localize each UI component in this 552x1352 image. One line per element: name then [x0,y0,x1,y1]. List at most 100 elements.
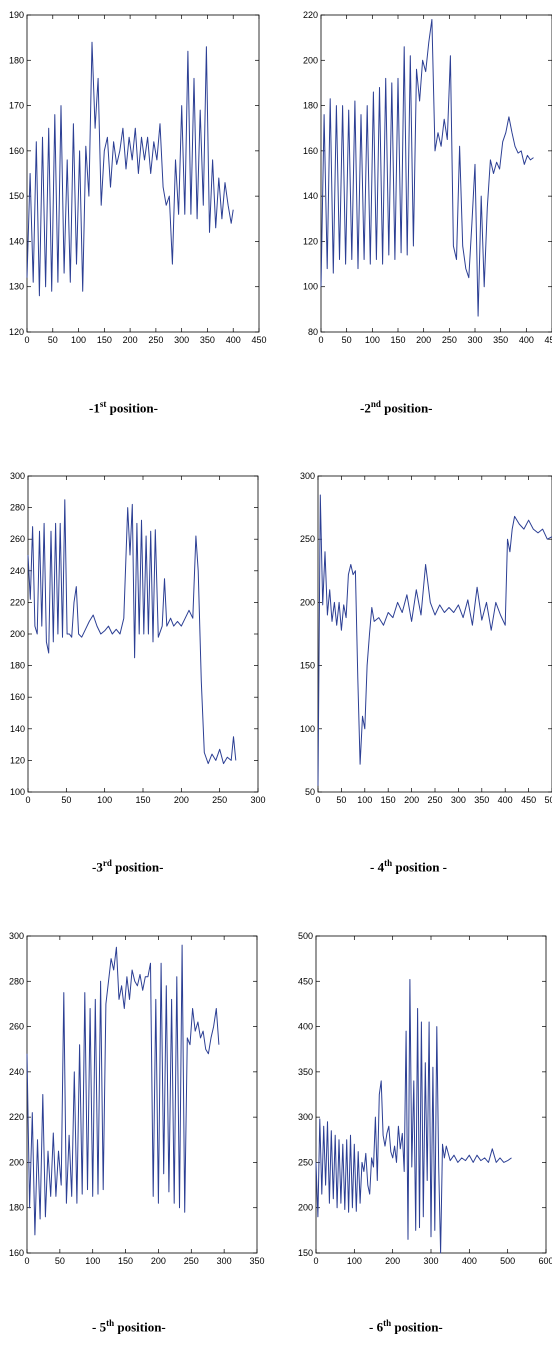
y-tick-label: 200 [298,1203,313,1213]
y-tick-label: 160 [9,146,24,156]
x-tick-label: 100 [357,795,372,805]
x-tick-label: 0 [318,335,323,345]
y-tick-label: 220 [10,597,25,607]
series-line [27,499,237,765]
x-tick-label: 150 [381,795,396,805]
y-tick-label: 180 [9,55,24,65]
y-tick-label: 350 [298,1067,313,1077]
chart-panel-2: 0 50 100 150 200 250 300 350 400 450 80 100 120 140 16… [303,10,552,345]
chart-panel-3: 0 50 100 150 200 250 300 100 120 140 160 180 200 220 2… [10,471,266,805]
x-tick-label: 100 [365,335,380,345]
y-tick-label: 280 [9,976,24,986]
caption-position-4: - 4th position - [370,858,448,875]
y-tick-label: 250 [298,1157,313,1167]
plot-frame [320,14,552,333]
caption-position-6: - 6th position- [369,1318,443,1335]
series-line [26,944,220,1236]
y-tick-label: 220 [9,1112,24,1122]
y-tick-label: 180 [9,1203,24,1213]
series-line [26,41,234,297]
chart-panel-6: 0 100 200 300 400 500 600 150 200 250 300 350 400 450… [298,931,552,1266]
x-tick-label: 350 [200,335,215,345]
x-tick-label: 100 [85,1256,100,1266]
x-tick-label: 50 [48,335,58,345]
x-tick-label: 150 [118,1256,133,1266]
plot-frame [26,935,258,1254]
x-tick-label: 200 [416,335,431,345]
y-tick-label: 50 [305,787,315,797]
y-tick-label: 160 [303,146,318,156]
y-tick-label: 140 [9,236,24,246]
x-tick-label: 150 [97,335,112,345]
series-line [315,979,512,1254]
y-tick-label: 200 [303,55,318,65]
x-tick-label: 400 [462,1256,477,1266]
x-tick-label: 450 [521,795,536,805]
x-tick-label: 50 [55,1256,65,1266]
y-tick-label: 150 [298,1248,313,1258]
y-tick-label: 260 [10,534,25,544]
x-tick-label: 350 [474,795,489,805]
y-tick-label: 80 [308,327,318,337]
x-tick-label: 500 [544,795,552,805]
y-tick-label: 280 [10,503,25,513]
x-tick-label: 300 [423,1256,438,1266]
y-tick-label: 170 [9,101,24,111]
x-tick-label: 350 [249,1256,264,1266]
y-tick-label: 250 [300,534,315,544]
x-tick-label: 250 [184,1256,199,1266]
x-tick-label: 300 [217,1256,232,1266]
x-tick-label: 250 [148,335,163,345]
x-tick-label: 50 [336,795,346,805]
x-tick-label: 400 [226,335,241,345]
x-tick-label: 600 [538,1256,552,1266]
y-tick-label: 260 [9,1022,24,1032]
plot-frame [317,475,552,793]
x-tick-label: 300 [451,795,466,805]
x-tick-label: 200 [404,795,419,805]
x-tick-label: 150 [390,335,405,345]
x-tick-label: 400 [498,795,513,805]
y-tick-label: 160 [10,692,25,702]
x-tick-label: 50 [61,795,71,805]
y-tick-label: 300 [300,471,315,481]
x-tick-label: 250 [427,795,442,805]
chart-panel-1: 0 50 100 150 200 250 300 350 400 450 120 130 140 150 1… [9,10,267,345]
y-tick-label: 120 [10,755,25,765]
x-tick-label: 150 [135,795,150,805]
caption-position-2: -2nd position- [360,399,433,416]
x-tick-label: 350 [493,335,508,345]
chart-panel-5: 0 50 100 150 200 250 300 350 160 180 200 220 240 260 2… [9,931,265,1266]
y-tick-label: 150 [9,191,24,201]
x-tick-label: 500 [500,1256,515,1266]
caption-position-5: - 5th position- [92,1318,166,1335]
y-tick-label: 240 [10,566,25,576]
x-tick-label: 200 [174,795,189,805]
x-tick-label: 0 [25,795,30,805]
y-tick-label: 180 [303,101,318,111]
y-tick-label: 180 [10,661,25,671]
y-tick-label: 500 [298,931,313,941]
y-tick-label: 220 [303,10,318,20]
y-tick-label: 300 [298,1112,313,1122]
x-tick-label: 100 [71,335,86,345]
y-tick-label: 100 [10,787,25,797]
y-tick-label: 300 [9,931,24,941]
plot-frame [26,14,260,333]
x-tick-label: 50 [342,335,352,345]
x-tick-label: 100 [97,795,112,805]
y-tick-label: 140 [303,191,318,201]
y-tick-label: 240 [9,1067,24,1077]
y-tick-label: 400 [298,1022,313,1032]
series-line [317,494,552,786]
chart-panel-4: 0501001502002503003504004505005010015020… [300,471,552,805]
y-tick-label: 140 [10,724,25,734]
x-tick-label: 300 [174,335,189,345]
x-tick-label: 300 [467,335,482,345]
x-tick-label: 250 [442,335,457,345]
caption-position-3: -3rd position- [92,858,164,875]
caption-position-1: -1st position- [89,399,158,416]
x-tick-label: 0 [315,795,320,805]
x-tick-label: 200 [151,1256,166,1266]
